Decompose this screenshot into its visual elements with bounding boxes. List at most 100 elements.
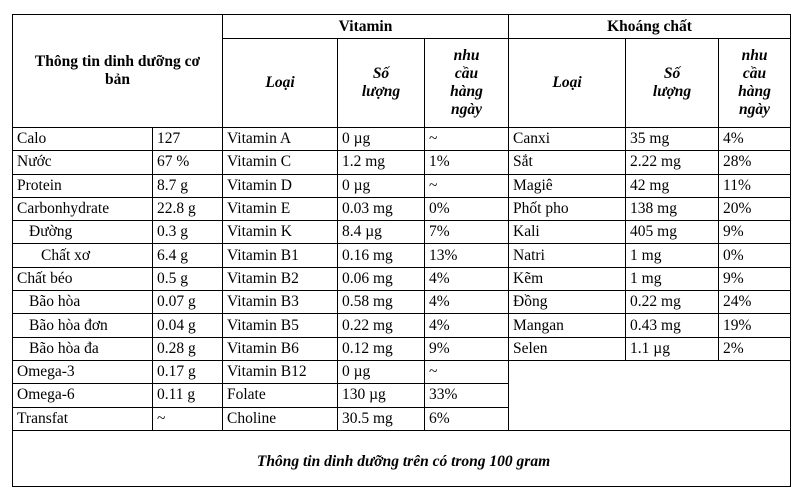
mineral-daily: 11% <box>718 173 792 198</box>
data-row: Carbonhydrate 22.8 g Vitamin E 0.03 mg 0% Phố… <box>12 196 792 222</box>
mineral-name: Selen <box>508 336 627 361</box>
vitamin-amount: 0.12 mg <box>337 336 425 361</box>
mineral-name: Đồng <box>508 290 627 315</box>
mineral-amount: 42 mg <box>625 173 720 198</box>
mineral-amount: 35 mg <box>625 126 720 152</box>
footer-note: Thông tin dinh dưỡng trên có trong 100 g… <box>11 429 792 487</box>
nutrient-name: Nước <box>12 150 153 175</box>
mineral-name: Canxi <box>508 126 627 152</box>
data-row: Chất béo 0.5 g Vitamin B2 0.06 mg 4% Kẽm 1 mg 9… <box>12 266 792 292</box>
vitamin-name: Vitamin B2 <box>222 266 338 292</box>
nutrient-amount: 127 <box>152 126 223 152</box>
column-header-text: nhu cầu hàng ngày <box>738 47 771 118</box>
vitamin-daily: 4% <box>423 266 510 292</box>
mineral-daily: 9% <box>718 266 792 292</box>
mineral-daily: 0% <box>718 243 792 268</box>
vitamin-name: Vitamin B3 <box>222 290 338 315</box>
vitamin-daily: ~ <box>423 359 510 385</box>
mineral-daily: 24% <box>718 290 792 315</box>
mineral-name: Kẽm <box>508 266 627 292</box>
vitamin-amount: 0 µg <box>337 173 425 198</box>
vitamin-amount: 30.5 mg <box>337 406 425 431</box>
nutrient-amount: 0.28 g <box>152 336 223 361</box>
vitamin-amount: 130 µg <box>337 383 425 408</box>
nutrition-table: Thông tin dinh dưỡng cơ bản Vitamin Khoá… <box>11 14 792 487</box>
vitamin-name: Folate <box>222 383 338 408</box>
nutrient-name: Chất xơ <box>12 243 153 268</box>
vitamin-name: Vitamin B6 <box>222 336 338 361</box>
vitamin-amount: 0 µg <box>337 126 425 152</box>
vitamin-amount: 0.16 mg <box>337 243 425 268</box>
nutrient-amount: 0.5 g <box>152 266 223 292</box>
mineral-amount: 0.22 mg <box>625 290 720 315</box>
vitamin-name: Vitamin B12 <box>222 359 338 385</box>
vitamin-name: Choline <box>222 406 338 431</box>
vitamin-name: Vitamin E <box>222 196 338 222</box>
column-header: Số lượng <box>625 38 720 128</box>
vitamin-amount: 1.2 mg <box>337 150 425 175</box>
vitamin-name: Vitamin D <box>222 173 338 198</box>
footer-row: Thông tin dinh dưỡng trên có trong 100 g… <box>11 429 792 487</box>
nutrient-amount: 67 % <box>152 150 223 175</box>
data-row: Transfat ~ Choline 30.5 mg 6% <box>12 406 791 431</box>
nutrient-amount: 0.3 g <box>152 220 223 245</box>
column-header-text: Loại <box>265 74 295 91</box>
vitamin-header: Vitamin <box>221 14 510 39</box>
nutrient-amount: 22.8 g <box>152 196 223 222</box>
nutrient-name: Protein <box>12 173 153 198</box>
data-row: Omega-6 0.11 g Folate 130 µg 33% <box>12 383 791 408</box>
vitamin-daily: ~ <box>423 173 510 198</box>
vitamin-name: Vitamin C <box>222 150 338 175</box>
data-row: Omega-3 0.17 g Vitamin B12 0 µg ~ <box>12 359 792 431</box>
vitamin-daily: 33% <box>423 383 510 408</box>
column-header-text: Số lượng <box>652 65 692 100</box>
mineral-amount: 1 mg <box>625 243 720 268</box>
nutrient-name: Omega-3 <box>12 359 153 385</box>
nutrient-name: Carbonhydrate <box>12 196 153 222</box>
nutrient-name: Bão hòa <box>12 290 153 315</box>
mineral-name: Magiê <box>508 173 627 198</box>
mineral-daily: 19% <box>718 313 792 338</box>
mineral-amount: 2.22 mg <box>625 150 720 175</box>
column-header-text: nhu cầu hàng ngày <box>450 47 483 118</box>
vitamin-daily: 4% <box>423 290 510 315</box>
basic-header: Thông tin dinh dưỡng cơ bản <box>12 14 223 128</box>
mineral-name: Kali <box>508 220 627 245</box>
mineral-amount: 0.43 mg <box>625 313 720 338</box>
data-row: Nước 67 % Vitamin C 1.2 mg 1% Sắt 2.22 mg 28% <box>12 150 792 175</box>
nutrient-name: Chất béo <box>12 266 153 292</box>
mineral-amount: 1.1 µg <box>625 336 720 361</box>
data-row: Đường 0.3 g Vitamin K 8.4 µg 7% Kali 405 mg 9% <box>12 220 792 245</box>
data-row: Bão hòa 0.07 g Vitamin B3 0.58 mg 4% Đồng 0.22… <box>12 290 792 315</box>
vitamin-daily: 13% <box>423 243 510 268</box>
nutrient-name: Calo <box>12 126 153 152</box>
mineral-daily: 20% <box>718 196 792 222</box>
mineral-amount: 1 mg <box>625 266 720 292</box>
vitamin-amount: 8.4 µg <box>337 220 425 245</box>
blank-area <box>508 359 792 431</box>
vitamin-name: Vitamin K <box>222 220 338 245</box>
mineral-daily: 4% <box>718 126 792 152</box>
vitamin-name: Vitamin A <box>222 126 338 152</box>
mineral-name: Mangan <box>508 313 627 338</box>
column-header-text: Số lượng <box>361 65 401 100</box>
nutrient-amount: 0.17 g <box>152 359 223 385</box>
column-header: Loại <box>508 38 627 128</box>
nutrient-name: Transfat <box>12 406 153 431</box>
mineral-daily: 2% <box>718 336 792 361</box>
vitamin-daily: 1% <box>423 150 510 175</box>
column-header: Số lượng <box>337 38 425 128</box>
vitamin-daily: ~ <box>423 126 510 152</box>
column-header-text: Loại <box>552 74 582 91</box>
data-row: Bão hòa đơn 0.04 g Vitamin B5 0.22 mg 4% Mang… <box>12 313 792 338</box>
mineral-amount: 405 mg <box>625 220 720 245</box>
nutrient-name: Bão hòa đơn <box>12 313 153 338</box>
vitamin-amount: 0 µg <box>337 359 425 385</box>
vitamin-amount: 0.22 mg <box>337 313 425 338</box>
nutrient-amount: 0.07 g <box>152 290 223 315</box>
vitamin-name: Vitamin B5 <box>222 313 338 338</box>
mineral-name: Natri <box>508 243 627 268</box>
data-row: Chất xơ 6.4 g Vitamin B1 0.16 mg 13% Natri 1 m… <box>12 243 792 268</box>
